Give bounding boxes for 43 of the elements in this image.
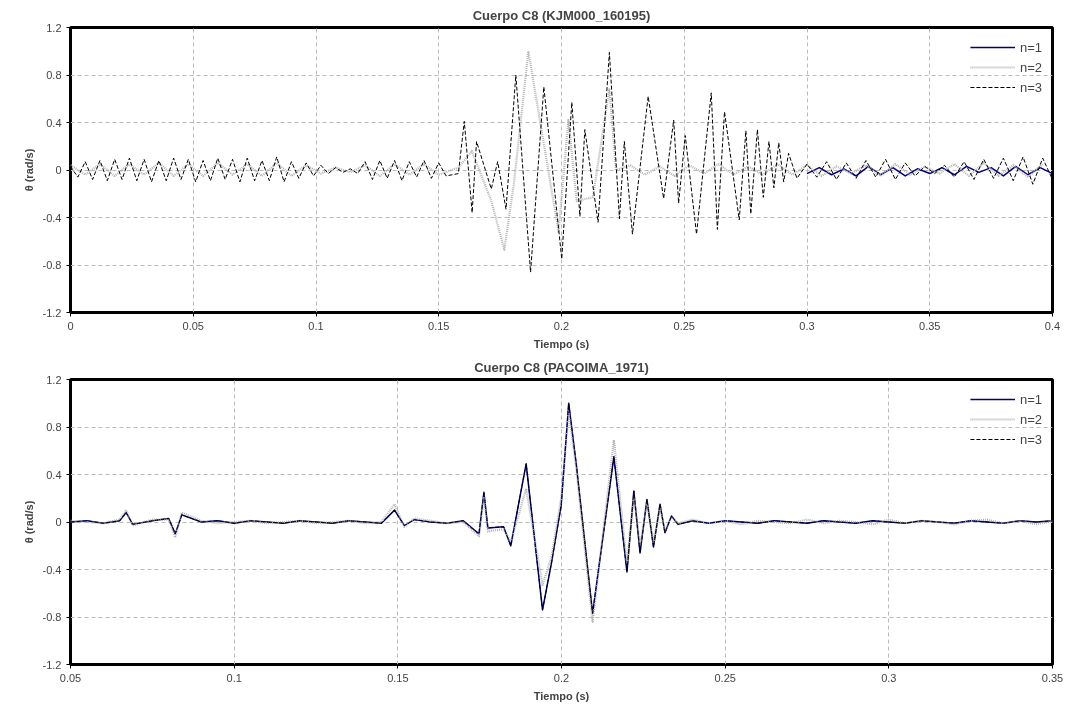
x-tick-label: 0.15 (387, 671, 409, 684)
x-tick-label: 0.2 (553, 319, 570, 332)
x-tick-label: 0.2 (553, 671, 570, 684)
x-tick-label: 0.05 (59, 671, 82, 684)
x-tick-label: 0.3 (881, 671, 897, 684)
legend-label: n=2 (1019, 411, 1042, 427)
x-tick-label: 0.15 (428, 319, 450, 332)
x-axis-title: Tiempo (s) (533, 337, 590, 350)
x-axis-title: Tiempo (s) (533, 689, 590, 702)
y-axis-title: θ (rad/s) (22, 148, 35, 192)
y-tick-label: 0.8 (46, 69, 62, 81)
legend-label: n=3 (1019, 431, 1042, 447)
x-tick-label: 0.35 (919, 319, 941, 332)
y-tick-label: 0.4 (46, 468, 62, 481)
x-tick-label: 0.35 (1041, 671, 1064, 684)
chart-title: Cuerpo C8 (KJM000_160195) (472, 7, 651, 23)
legend-label: n=1 (1019, 391, 1042, 407)
x-tick-label: 0.05 (182, 319, 204, 332)
y-tick-label: -0.8 (42, 611, 62, 623)
x-tick-label: 0.4 (1044, 319, 1061, 332)
x-tick-label: 0.3 (799, 319, 815, 332)
x-tick-label: 0.1 (226, 671, 242, 684)
legend-label: n=3 (1019, 79, 1042, 95)
y-tick-label: 1.2 (46, 21, 62, 34)
legend-label: n=1 (1019, 39, 1042, 55)
chart-title: Cuerpo C8 (PACOIMA_1971) (474, 359, 649, 375)
y-tick-label: -1.2 (42, 658, 62, 671)
line-series (806, 165, 1053, 177)
y-tick-label: -0.4 (42, 563, 62, 576)
y-tick-label: 0 (55, 164, 62, 176)
y-tick-label: -0.8 (42, 259, 62, 271)
y-axis-title: θ (rad/s) (22, 500, 35, 544)
y-tick-label: -0.4 (42, 211, 62, 224)
y-tick-label: 0.4 (46, 116, 62, 129)
y-tick-label: 0 (55, 516, 62, 528)
y-tick-label: 1.2 (46, 373, 62, 386)
x-tick-label: 0.25 (714, 671, 736, 684)
y-tick-label: -1.2 (42, 306, 62, 319)
x-tick-label: 0.25 (673, 319, 695, 332)
x-tick-label: 0.1 (308, 319, 324, 332)
legend-label: n=2 (1019, 59, 1042, 75)
x-tick-label: 0 (67, 319, 74, 332)
y-tick-label: 0.8 (46, 421, 62, 433)
